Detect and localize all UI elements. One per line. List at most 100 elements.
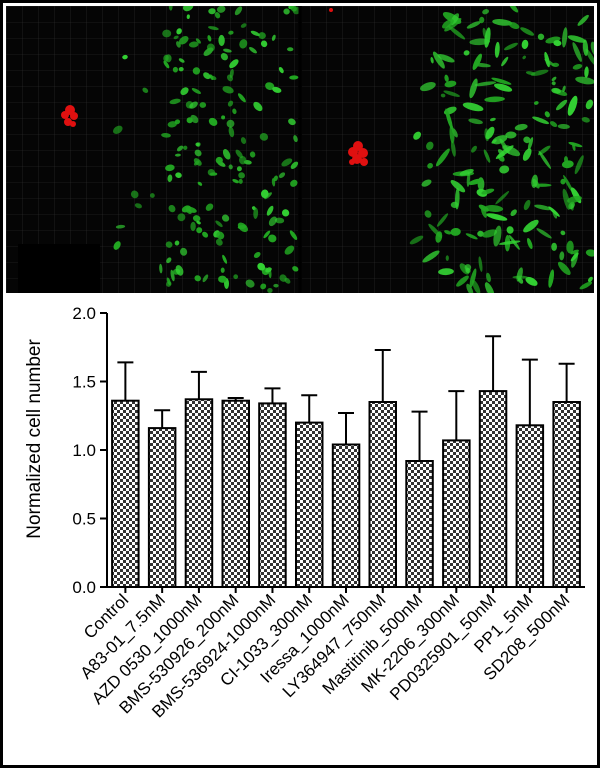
cell-icon bbox=[176, 145, 184, 152]
cell-icon bbox=[253, 251, 261, 259]
y-tick-label: 1.5 bbox=[72, 373, 96, 392]
cell-icon bbox=[263, 230, 271, 239]
cell-icon bbox=[281, 158, 293, 167]
cell-icon bbox=[215, 238, 223, 246]
cell-icon bbox=[525, 276, 538, 286]
cell-icon bbox=[175, 172, 182, 179]
cell-icon bbox=[466, 21, 481, 29]
cell-icon bbox=[226, 119, 235, 128]
cell-icon bbox=[409, 235, 424, 245]
cell-icon bbox=[196, 227, 203, 234]
cell-icon bbox=[292, 6, 301, 15]
cell-icon bbox=[557, 261, 571, 276]
cell-icon bbox=[450, 140, 456, 157]
cell-icon bbox=[508, 6, 519, 13]
cell-icon bbox=[229, 59, 239, 69]
y-tick-label: 0.0 bbox=[72, 578, 96, 597]
cell-icon bbox=[537, 33, 545, 40]
cell-icon bbox=[478, 256, 483, 272]
bar-Control bbox=[111, 399, 140, 588]
cell-icon bbox=[585, 249, 594, 257]
cell-icon bbox=[559, 251, 565, 261]
cell-icon bbox=[486, 213, 508, 221]
cell-icon bbox=[115, 224, 126, 229]
cell-icon bbox=[491, 77, 512, 85]
cell-icon bbox=[521, 39, 529, 50]
cell-icon bbox=[290, 161, 299, 170]
cell-icon bbox=[438, 268, 454, 276]
cell-icon bbox=[538, 150, 552, 169]
cell-icon bbox=[168, 6, 173, 11]
cell-icon bbox=[289, 75, 299, 80]
cell-icon bbox=[194, 149, 202, 157]
cell-icon bbox=[186, 117, 193, 124]
cell-icon bbox=[533, 101, 539, 105]
cell-icon bbox=[260, 283, 267, 290]
cell-icon bbox=[485, 126, 495, 140]
cell-icon bbox=[427, 162, 433, 169]
cell-icon bbox=[548, 269, 555, 288]
cell-icon bbox=[498, 240, 521, 245]
cell-icon bbox=[472, 279, 481, 293]
cell-icon bbox=[550, 121, 558, 128]
cell-icon bbox=[551, 81, 556, 86]
bar-PD0325901_50nM bbox=[478, 390, 508, 588]
cell-icon bbox=[238, 178, 243, 184]
cell-icon bbox=[218, 275, 227, 283]
cell-icon bbox=[174, 119, 181, 125]
cell-icon bbox=[258, 32, 266, 40]
cell-icon bbox=[443, 90, 460, 97]
cell-icon bbox=[186, 14, 190, 19]
cell-icon bbox=[468, 178, 483, 186]
cell-icon bbox=[215, 156, 223, 164]
cell-icon bbox=[177, 213, 186, 222]
cell-icon bbox=[530, 69, 549, 77]
cell-icon bbox=[273, 283, 279, 288]
bar-CI-1033_300nM bbox=[295, 421, 324, 588]
cell-icon bbox=[257, 262, 266, 271]
cell-icon bbox=[197, 181, 203, 186]
cell-icon bbox=[162, 29, 172, 38]
cell-icon bbox=[169, 98, 181, 105]
cell-icon bbox=[260, 189, 269, 199]
cell-icon bbox=[134, 203, 142, 209]
green-cells-right bbox=[409, 6, 594, 293]
cell-icon bbox=[585, 99, 594, 110]
cell-icon bbox=[480, 206, 487, 218]
cell-icon bbox=[287, 47, 294, 52]
cell-icon bbox=[232, 178, 239, 184]
cell-icon bbox=[484, 282, 495, 293]
cell-icon bbox=[178, 36, 189, 45]
cell-icon bbox=[495, 191, 510, 205]
cell-icon bbox=[245, 279, 255, 288]
cell-icon bbox=[566, 240, 574, 254]
cell-icon bbox=[527, 137, 534, 151]
cell-icon bbox=[273, 175, 278, 182]
cell-icon bbox=[553, 40, 562, 47]
cell-icon bbox=[237, 224, 247, 230]
cell-icon bbox=[275, 217, 285, 224]
cell-icon bbox=[178, 58, 185, 63]
cell-icon bbox=[484, 205, 504, 212]
cell-icon bbox=[182, 145, 188, 151]
cell-icon bbox=[253, 207, 259, 219]
cell-icon bbox=[456, 275, 469, 287]
bar-LY364947_750nM bbox=[368, 401, 397, 588]
cell-icon bbox=[523, 219, 539, 233]
cell-icon bbox=[159, 263, 163, 274]
cell-icon bbox=[113, 125, 123, 134]
cell-icon bbox=[221, 214, 230, 222]
cell-icon bbox=[174, 240, 180, 246]
cell-icon bbox=[442, 19, 454, 29]
cell-icon bbox=[232, 108, 237, 115]
cell-icon bbox=[459, 169, 474, 176]
cell-icon bbox=[222, 149, 231, 160]
cell-icon bbox=[492, 135, 508, 145]
cell-icon bbox=[267, 287, 273, 293]
bar-Mastitinib_500nM bbox=[405, 460, 434, 588]
bar-SD208_500nM bbox=[552, 401, 581, 588]
cell-icon bbox=[235, 149, 243, 159]
cell-icon bbox=[536, 228, 552, 239]
bar-AZD 0530_1000nM bbox=[184, 398, 214, 588]
